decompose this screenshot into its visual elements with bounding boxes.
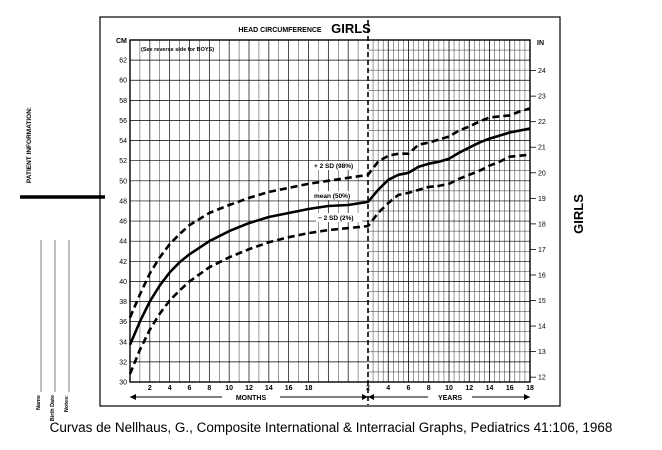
cm-tick-label: 60 <box>119 78 127 85</box>
series-label: − 2 SD (2%) <box>318 215 354 222</box>
years-label: YEARS <box>438 395 462 402</box>
cm-tick-label: 54 <box>119 138 127 145</box>
month-tick-label: 6 <box>188 385 192 392</box>
in-tick-label: 17 <box>538 247 546 254</box>
in-tick-label: 18 <box>538 221 546 228</box>
left-unit-label: CM <box>116 38 127 45</box>
in-tick-label: 16 <box>538 272 546 279</box>
series-label: + 2 SD (98%) <box>314 163 353 170</box>
series-line <box>128 153 531 375</box>
in-tick-label: 24 <box>538 68 546 75</box>
patient-field-label: Notes: <box>64 395 70 412</box>
outer-border <box>99 16 561 407</box>
chart-labels: HEAD CIRCUMFERENCE GIRLS (See reverse side… <box>141 21 586 234</box>
in-tick-label: 21 <box>538 145 546 152</box>
in-tick-label: 20 <box>538 170 546 177</box>
in-tick-label: 19 <box>538 196 546 203</box>
cm-tick-label: 38 <box>119 299 127 306</box>
cm-tick-label: 56 <box>119 118 127 125</box>
cm-tick-label: 34 <box>119 339 127 346</box>
months-arrow-left <box>130 394 136 400</box>
year-tick-label: 2 <box>366 385 370 392</box>
cm-tick-label: 52 <box>119 158 127 165</box>
cm-tick-label: 36 <box>119 319 127 326</box>
source-caption: Curvas de Nellhaus, G., Composite Intern… <box>49 420 613 435</box>
series-line <box>128 107 531 319</box>
cm-tick-label: 46 <box>119 219 127 226</box>
patient-field-label: Name <box>36 395 42 410</box>
cm-tick-label: 32 <box>119 359 127 366</box>
reverse-side-note: (See reverse side for BOYS) <box>141 47 214 53</box>
years-label-bg <box>428 391 472 402</box>
growth-curves <box>128 107 531 375</box>
series-label-bg <box>316 213 362 222</box>
month-tick-label: 14 <box>265 385 273 392</box>
cm-tick-label: 44 <box>119 239 127 246</box>
in-tick-label: 13 <box>538 349 546 356</box>
year-tick-label: 16 <box>506 385 514 392</box>
cm-tick-label: 42 <box>119 259 127 266</box>
in-tick-label: 22 <box>538 119 546 126</box>
series-line <box>128 127 531 346</box>
chart-frame <box>99 16 561 407</box>
chart-axes: CM IN303234363840424446485052545658606212… <box>116 38 546 402</box>
chart-title-small: HEAD CIRCUMFERENCE <box>238 27 322 34</box>
in-tick-label: 23 <box>538 94 546 101</box>
year-tick-label: 6 <box>407 385 411 392</box>
series-label-bg <box>312 161 358 170</box>
cm-tick-label: 40 <box>119 279 127 286</box>
month-tick-label: 18 <box>305 385 313 392</box>
month-tick-label: 16 <box>285 385 293 392</box>
cm-tick-label: 58 <box>119 98 127 105</box>
month-tick-label: 12 <box>245 385 253 392</box>
in-tick-label: 12 <box>538 375 546 382</box>
in-tick-label: 14 <box>538 324 546 331</box>
cm-tick-label: 62 <box>119 58 127 65</box>
in-tick-label: 15 <box>538 298 546 305</box>
month-tick-label: 10 <box>225 385 233 392</box>
patient-field-label: Birth Date <box>50 395 56 421</box>
month-tick-label: 8 <box>207 385 211 392</box>
series-label-bg <box>312 191 350 200</box>
right-unit-label: IN <box>537 40 544 47</box>
cm-tick-label: 50 <box>119 178 127 185</box>
year-tick-label: 4 <box>386 385 390 392</box>
month-tick-label: 2 <box>148 385 152 392</box>
cm-tick-label: 48 <box>119 198 127 205</box>
cm-tick-label: 30 <box>119 380 127 387</box>
series-label: mean (50%) <box>314 193 350 200</box>
side-girls-label: GIRLS <box>571 194 586 234</box>
years-arrow-right <box>524 394 530 400</box>
patient-info-label: PATIENT INFORMATION: <box>26 107 33 183</box>
chart-title-large: GIRLS <box>331 21 371 36</box>
months-arrow-right <box>362 394 368 400</box>
year-tick-label: 14 <box>486 385 494 392</box>
months-label-bg <box>222 391 280 402</box>
months-label: MONTHS <box>236 395 267 402</box>
year-tick-label: 8 <box>427 385 431 392</box>
chart-grid <box>130 39 530 383</box>
month-tick-label: 4 <box>168 385 172 392</box>
year-tick-label: 12 <box>465 385 473 392</box>
year-tick-label: 10 <box>445 385 453 392</box>
years-arrow-left <box>368 394 374 400</box>
year-tick-label: 18 <box>526 385 534 392</box>
patient-info-sidebar: PATIENT INFORMATION: Name Birth Date Notes: <box>20 107 105 421</box>
plot-border <box>129 39 531 383</box>
